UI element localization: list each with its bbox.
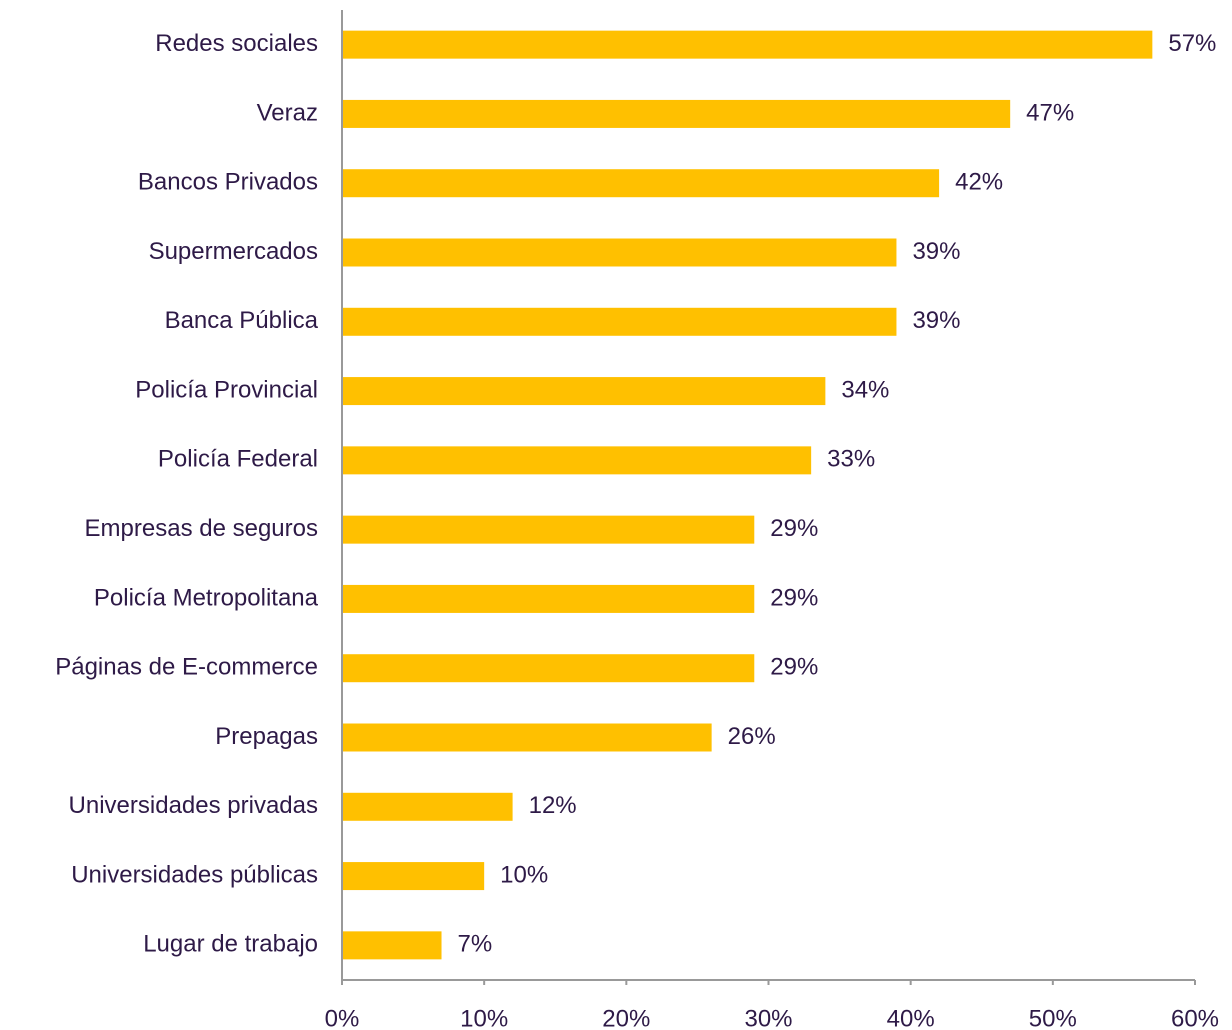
value-label: 26%: [728, 723, 776, 750]
y-tick-label: Policía Provincial: [135, 376, 318, 403]
bar: [342, 446, 812, 475]
x-tick-label: 20%: [602, 1005, 650, 1030]
y-tick-label: Policía Metropolitana: [94, 584, 319, 611]
bar: [342, 723, 712, 752]
x-tick-label: 40%: [887, 1005, 935, 1030]
y-tick-label: Universidades públicas: [71, 861, 318, 888]
y-tick-label: Supermercados: [149, 238, 318, 265]
value-label: 39%: [912, 307, 960, 334]
value-label: 33%: [827, 446, 875, 473]
value-label: 7%: [458, 931, 493, 958]
bar: [342, 99, 1011, 128]
x-tick-label: 30%: [744, 1005, 792, 1030]
bar: [342, 515, 755, 544]
y-tick-label: Bancos Privados: [138, 169, 318, 196]
bar: [342, 792, 513, 821]
y-tick-label: Lugar de trabajo: [143, 931, 318, 958]
bar: [342, 931, 442, 960]
bar: [342, 169, 940, 198]
bar: [342, 584, 755, 613]
y-tick-label: Veraz: [257, 99, 318, 126]
y-tick-label: Empresas de seguros: [85, 515, 318, 542]
y-tick-label: Banca Pública: [165, 307, 319, 334]
value-label: 29%: [770, 654, 818, 681]
value-label: 57%: [1168, 30, 1216, 57]
x-tick-label: 0%: [325, 1005, 360, 1030]
x-tick-label: 60%: [1171, 1005, 1219, 1030]
bar: [342, 238, 897, 267]
bar: [342, 377, 826, 406]
value-label: 34%: [841, 376, 889, 403]
y-tick-label: Universidades privadas: [69, 792, 318, 819]
value-label: 10%: [500, 861, 548, 888]
y-tick-label: Redes sociales: [155, 30, 318, 57]
value-label: 12%: [529, 792, 577, 819]
bar: [342, 307, 897, 336]
x-tick-label: 50%: [1029, 1005, 1077, 1030]
value-label: 29%: [770, 584, 818, 611]
value-label: 29%: [770, 515, 818, 542]
y-tick-label: Prepagas: [215, 723, 318, 750]
value-label: 42%: [955, 169, 1003, 196]
y-tick-label: Páginas de E-commerce: [55, 654, 318, 681]
value-label: 47%: [1026, 99, 1074, 126]
x-tick-label: 10%: [460, 1005, 508, 1030]
bar: [342, 654, 755, 683]
bar: [342, 30, 1153, 59]
bar: [342, 862, 485, 891]
value-label: 39%: [912, 238, 960, 265]
y-tick-label: Policía Federal: [158, 446, 318, 473]
